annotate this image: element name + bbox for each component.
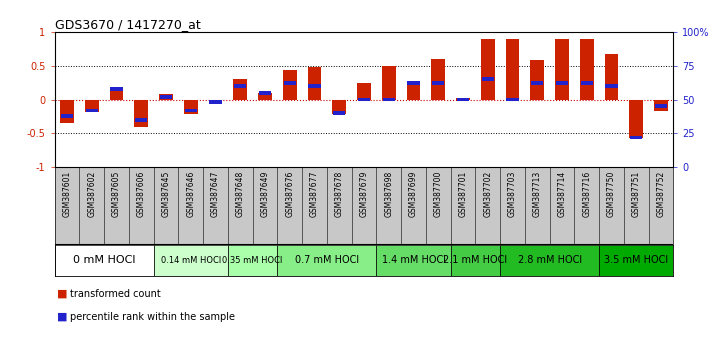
- Bar: [277, 245, 376, 276]
- Text: 3.5 mM HOCl: 3.5 mM HOCl: [604, 255, 668, 266]
- Text: GSM387702: GSM387702: [483, 170, 492, 217]
- Text: transformed count: transformed count: [70, 289, 161, 298]
- Bar: [556, 81, 568, 85]
- Bar: [111, 87, 122, 91]
- Text: GSM387703: GSM387703: [508, 170, 517, 217]
- Bar: [234, 79, 247, 99]
- Bar: [60, 99, 74, 123]
- Bar: [55, 245, 154, 276]
- Text: 0 mM HOCl: 0 mM HOCl: [73, 255, 135, 266]
- Bar: [61, 114, 73, 118]
- Text: GSM387677: GSM387677: [310, 170, 319, 217]
- Bar: [630, 136, 642, 139]
- Text: GSM387678: GSM387678: [335, 170, 344, 217]
- Bar: [283, 70, 296, 99]
- Bar: [457, 98, 469, 102]
- Bar: [451, 245, 500, 276]
- Bar: [135, 118, 147, 122]
- Text: GSM387699: GSM387699: [409, 170, 418, 217]
- Bar: [506, 39, 519, 99]
- Bar: [358, 98, 370, 102]
- Text: GSM387713: GSM387713: [533, 170, 542, 217]
- Text: GSM387646: GSM387646: [186, 170, 195, 217]
- Bar: [234, 84, 246, 88]
- Bar: [357, 82, 371, 99]
- Bar: [258, 93, 272, 99]
- Bar: [308, 67, 321, 99]
- Bar: [654, 99, 668, 111]
- Bar: [86, 109, 98, 112]
- Text: 0.35 mM HOCl: 0.35 mM HOCl: [223, 256, 282, 265]
- Text: GSM387700: GSM387700: [434, 170, 443, 217]
- Text: GSM387750: GSM387750: [607, 170, 616, 217]
- Text: GSM387649: GSM387649: [261, 170, 269, 217]
- Text: GSM387752: GSM387752: [657, 170, 665, 217]
- Text: GSM387602: GSM387602: [87, 170, 96, 217]
- Bar: [482, 78, 494, 81]
- Text: 2.8 mM HOCl: 2.8 mM HOCl: [518, 255, 582, 266]
- Bar: [185, 109, 197, 112]
- Text: GSM387698: GSM387698: [384, 170, 393, 217]
- Text: GSM387679: GSM387679: [360, 170, 368, 217]
- Bar: [605, 54, 618, 99]
- Bar: [228, 245, 277, 276]
- Bar: [655, 104, 667, 108]
- Bar: [210, 101, 221, 104]
- Bar: [85, 99, 98, 112]
- Bar: [333, 111, 345, 115]
- Bar: [159, 94, 173, 99]
- Text: GSM387601: GSM387601: [63, 170, 71, 217]
- Text: percentile rank within the sample: percentile rank within the sample: [70, 312, 235, 321]
- Bar: [154, 245, 228, 276]
- Text: ■: ■: [57, 312, 67, 321]
- Bar: [531, 81, 543, 85]
- Bar: [555, 39, 569, 99]
- Text: 0.14 mM HOCl: 0.14 mM HOCl: [161, 256, 221, 265]
- Bar: [630, 99, 643, 138]
- Text: GSM387716: GSM387716: [582, 170, 591, 217]
- Bar: [376, 245, 451, 276]
- Bar: [383, 98, 395, 102]
- Bar: [599, 245, 673, 276]
- Bar: [500, 245, 599, 276]
- Text: GSM387645: GSM387645: [162, 170, 170, 217]
- Bar: [382, 66, 395, 99]
- Bar: [284, 81, 296, 85]
- Bar: [160, 95, 172, 99]
- Bar: [581, 81, 593, 85]
- Text: GSM387606: GSM387606: [137, 170, 146, 217]
- Text: GSM387648: GSM387648: [236, 170, 245, 217]
- Text: GSM387701: GSM387701: [459, 170, 467, 217]
- Bar: [209, 99, 222, 103]
- Bar: [184, 99, 197, 114]
- Bar: [531, 60, 544, 99]
- Bar: [432, 59, 445, 99]
- Bar: [606, 84, 617, 88]
- Bar: [309, 84, 320, 88]
- Text: ■: ■: [57, 289, 67, 298]
- Text: GSM387647: GSM387647: [211, 170, 220, 217]
- Bar: [110, 91, 123, 99]
- Bar: [507, 98, 518, 102]
- Text: GSM387751: GSM387751: [632, 170, 641, 217]
- Bar: [580, 39, 593, 99]
- Text: 1.4 mM HOCl: 1.4 mM HOCl: [381, 255, 446, 266]
- Text: GSM387605: GSM387605: [112, 170, 121, 217]
- Bar: [432, 81, 444, 85]
- Text: 0.7 mM HOCl: 0.7 mM HOCl: [295, 255, 359, 266]
- Bar: [481, 39, 494, 99]
- Bar: [407, 81, 420, 99]
- Bar: [456, 98, 470, 99]
- Bar: [333, 99, 346, 114]
- Text: GDS3670 / 1417270_at: GDS3670 / 1417270_at: [55, 18, 200, 31]
- Bar: [259, 91, 271, 95]
- Text: GSM387714: GSM387714: [558, 170, 566, 217]
- Text: 2.1 mM HOCl: 2.1 mM HOCl: [443, 255, 507, 266]
- Text: GSM387676: GSM387676: [285, 170, 294, 217]
- Bar: [135, 99, 148, 127]
- Bar: [408, 81, 419, 85]
